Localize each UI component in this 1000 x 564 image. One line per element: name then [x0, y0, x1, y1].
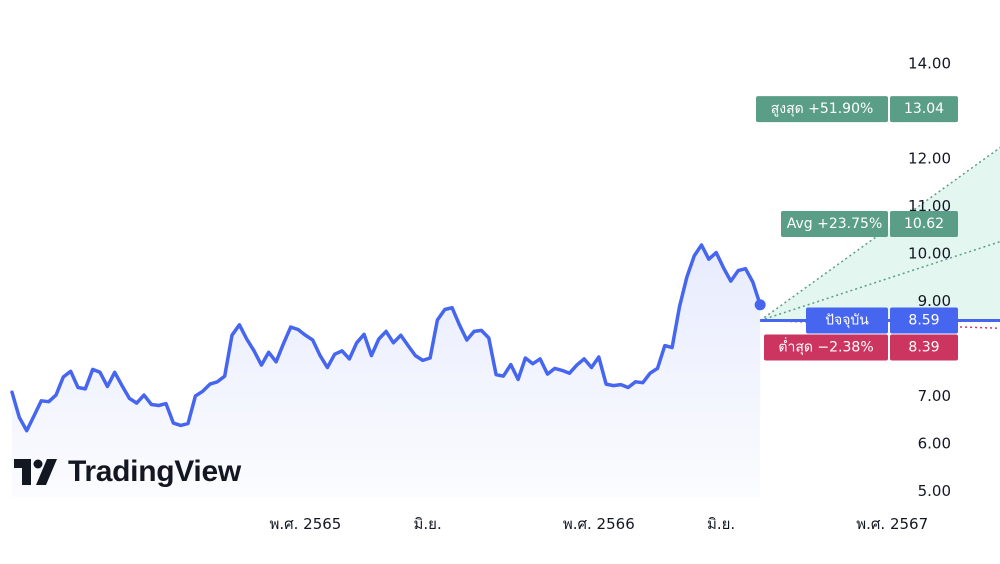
x-tick-label: มิ.ย. — [707, 515, 735, 533]
avg-label-box — [781, 211, 888, 238]
high-tag: สูงสุด +51.90% 13.04 — [756, 96, 958, 123]
current-label-box — [806, 307, 888, 334]
y-tick-label: 9.00 — [918, 292, 951, 310]
high-value-box — [890, 96, 958, 123]
current-label: ปัจจุบัน — [825, 312, 869, 328]
current-tag: ปัจจุบัน 8.59 — [806, 307, 958, 334]
y-tick-label: 14.00 — [908, 55, 951, 73]
y-tick-label: 12.00 — [908, 150, 951, 168]
y-tick-label: 5.00 — [918, 482, 951, 500]
last-price-point — [754, 299, 766, 311]
avg-value: 10.62 — [904, 216, 944, 232]
avg-value-box — [890, 211, 958, 238]
x-tick-label: พ.ศ. 2566 — [563, 515, 635, 533]
tradingview-logo: TradingView — [14, 452, 241, 492]
high-value: 13.04 — [904, 101, 944, 117]
forecast-range-fill — [760, 147, 1000, 321]
price-series — [10, 243, 766, 497]
low-value-box — [890, 334, 958, 361]
price-area-fill — [12, 245, 761, 497]
y-tick-label: 7.00 — [918, 387, 951, 405]
high-label: สูงสุด +51.90% — [771, 101, 874, 117]
y-tick-label: 6.00 — [918, 435, 951, 453]
current-value: 8.59 — [908, 312, 939, 328]
y-tick-label: 10.00 — [908, 245, 951, 263]
low-tag: ต่ำสุด −2.38% 8.39 — [764, 334, 958, 361]
current-value-box — [890, 307, 958, 334]
low-value: 8.39 — [908, 339, 939, 355]
price-line — [10, 243, 762, 433]
y-tick-label: 11.00 — [908, 197, 951, 215]
x-tick-label: มิ.ย. — [414, 515, 442, 533]
low-label-box — [764, 334, 888, 361]
x-tick-label: พ.ศ. 2565 — [269, 515, 341, 533]
tradingview-logo-icon — [14, 459, 57, 485]
forecast-labels: สูงสุด +51.90% 13.04 Avg +23.75% 10.62 ปัจจุ… — [756, 96, 958, 361]
x-tick-label: พ.ศ. 2567 — [856, 515, 928, 533]
avg-tag: Avg +23.75% 10.62 — [781, 211, 958, 238]
tradingview-logo-text: TradingView — [68, 455, 241, 488]
avg-label: Avg +23.75% — [787, 216, 883, 232]
y-axis: 14.00 12.00 11.00 10.00 9.00 7.00 6.00 5.00 — [908, 55, 951, 501]
avg-target-line — [759, 240, 1000, 322]
low-label: ต่ำสุด −2.38% — [778, 337, 873, 355]
high-label-box — [756, 96, 888, 123]
